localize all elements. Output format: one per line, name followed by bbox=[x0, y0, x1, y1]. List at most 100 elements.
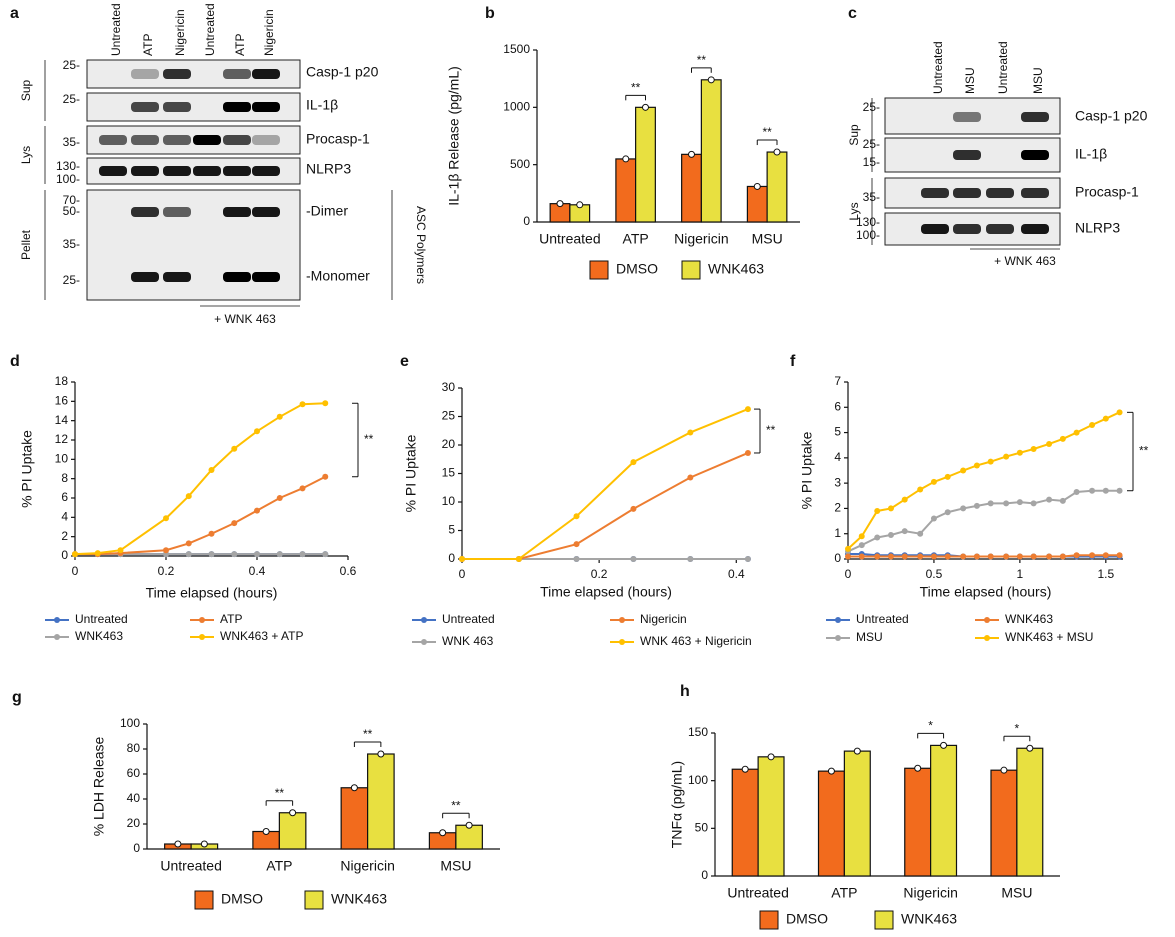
x-tick-label: 0 bbox=[459, 567, 466, 581]
data-point bbox=[1116, 552, 1123, 559]
bar bbox=[700, 79, 722, 223]
data-point bbox=[185, 551, 192, 558]
legend-label: WNK463 bbox=[75, 629, 123, 643]
legend-label: Untreated bbox=[75, 612, 128, 626]
x-tick-label: 1.5 bbox=[1097, 567, 1114, 581]
y-tick-label: 5 bbox=[448, 523, 455, 537]
bar bbox=[278, 812, 307, 850]
y-tick-label: 40 bbox=[127, 791, 141, 805]
panel-letter: d bbox=[10, 353, 20, 370]
blot-band bbox=[1021, 112, 1049, 122]
y-tick-label: 60 bbox=[127, 766, 141, 780]
y-tick-label: 20 bbox=[442, 437, 456, 451]
legend-label: WNK463 + ATP bbox=[220, 629, 303, 643]
data-point bbox=[744, 406, 751, 413]
data-point bbox=[1046, 440, 1053, 447]
y-tick-label: 150 bbox=[688, 725, 708, 739]
y-tick-label: 4 bbox=[834, 450, 841, 464]
significance: * bbox=[928, 719, 933, 733]
data-point bbox=[944, 473, 951, 480]
data-point bbox=[858, 553, 865, 560]
blot-band bbox=[1021, 188, 1049, 198]
blot-band bbox=[223, 207, 251, 217]
mw-marker: 25- bbox=[63, 58, 80, 72]
blot-band bbox=[131, 69, 159, 79]
mw-marker: 35- bbox=[863, 190, 880, 204]
blot-band bbox=[163, 207, 191, 217]
data-point bbox=[1059, 435, 1066, 442]
y-tick-label: 16 bbox=[55, 394, 69, 408]
blot-band bbox=[223, 272, 251, 282]
bar bbox=[731, 768, 759, 877]
x-tick-label: MSU bbox=[440, 858, 471, 874]
series-line bbox=[847, 489, 1120, 553]
y-tick-label: 10 bbox=[55, 452, 69, 466]
significance: ** bbox=[766, 423, 776, 437]
data-point bbox=[1046, 496, 1053, 503]
data-point bbox=[901, 528, 908, 535]
legend-marker bbox=[54, 634, 60, 640]
blot-panel bbox=[86, 189, 301, 301]
blot-band bbox=[163, 69, 191, 79]
blot-band bbox=[986, 224, 1014, 234]
x-tick-label: 0 bbox=[845, 567, 852, 581]
y-tick-label: 0 bbox=[523, 214, 530, 228]
significance: ** bbox=[631, 81, 641, 95]
section-label: Lys bbox=[19, 146, 33, 164]
data-point bbox=[276, 495, 283, 501]
lane-label: Untreated bbox=[203, 3, 217, 56]
blot-band bbox=[953, 188, 981, 198]
blot-band bbox=[252, 207, 280, 217]
bar-cap bbox=[1026, 744, 1034, 752]
legend-swatch bbox=[589, 260, 609, 280]
y-tick-label: 20 bbox=[127, 816, 141, 830]
data-point bbox=[208, 551, 215, 558]
legend-label: Nigericin bbox=[640, 612, 687, 626]
y-tick-label: 30 bbox=[442, 380, 456, 394]
bar-cap bbox=[556, 200, 564, 208]
data-point bbox=[1116, 487, 1123, 494]
legend-label: DMSO bbox=[786, 911, 828, 927]
legend-marker bbox=[199, 634, 205, 640]
bar-cap bbox=[200, 840, 208, 848]
data-point bbox=[1003, 500, 1010, 507]
bar bbox=[766, 151, 788, 223]
data-point bbox=[322, 473, 329, 480]
data-point bbox=[973, 553, 980, 560]
treatment-label: + WNK 463 bbox=[214, 312, 276, 326]
bar bbox=[455, 824, 483, 850]
significance: ** bbox=[275, 786, 285, 800]
data-point bbox=[1003, 453, 1010, 460]
panel-letter: b bbox=[485, 5, 495, 22]
x-tick-label: ATP bbox=[623, 231, 649, 247]
legend-marker bbox=[984, 617, 990, 623]
data-point bbox=[1059, 553, 1066, 560]
data-point bbox=[254, 507, 260, 514]
bar-cap bbox=[350, 784, 358, 792]
y-tick-label: 0 bbox=[701, 868, 708, 882]
x-tick-label: 0.2 bbox=[158, 564, 175, 578]
data-point bbox=[901, 553, 908, 560]
data-point bbox=[163, 515, 169, 522]
data-point bbox=[744, 556, 751, 562]
series-line bbox=[74, 402, 326, 556]
data-point bbox=[917, 486, 924, 493]
x-tick-label: MSU bbox=[752, 231, 783, 247]
legend-marker bbox=[421, 639, 427, 645]
bar-cap bbox=[773, 148, 781, 156]
x-tick-label: 0.5 bbox=[926, 567, 943, 581]
data-point bbox=[858, 533, 865, 540]
data-point bbox=[887, 553, 894, 560]
legend-label: Untreated bbox=[856, 612, 909, 626]
blot-band bbox=[163, 135, 191, 145]
panel-letter: h bbox=[680, 683, 690, 700]
data-point bbox=[1073, 488, 1080, 495]
blot-band bbox=[99, 166, 127, 176]
bar-cap bbox=[940, 741, 948, 749]
significance: * bbox=[1015, 721, 1020, 735]
data-point bbox=[944, 509, 951, 516]
legend-marker bbox=[984, 635, 990, 641]
data-point bbox=[687, 429, 694, 436]
y-tick-label: 0 bbox=[834, 551, 841, 565]
